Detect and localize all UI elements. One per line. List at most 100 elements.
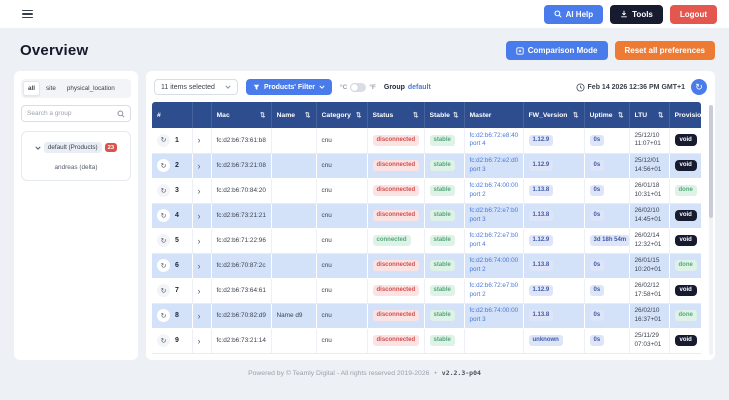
refresh-button[interactable]: ↻	[691, 79, 707, 95]
table-row[interactable]: ↻ 1 › fc:d2:b6:73:61:b8 cnu disconnected stabl…	[152, 128, 701, 154]
chevron-right-icon[interactable]: ›	[197, 260, 201, 271]
table-row[interactable]: ↻ 5 › fc:d2:b6:71:22:96 cnu connected stable fc…	[152, 228, 701, 254]
chevron-down-icon	[319, 85, 325, 89]
column-header-mac[interactable]: Mac ⇅	[211, 102, 272, 128]
scrollbar-thumb[interactable]	[709, 105, 713, 218]
tools-button[interactable]: Tools	[610, 4, 663, 24]
ai-help-label: AI Help	[565, 9, 594, 19]
reset-preferences-button[interactable]: Reset all preferences	[614, 41, 715, 60]
master-link[interactable]: fc:d2:b6:72:e8:40 port 4	[470, 132, 519, 148]
stable-cell: stable	[424, 203, 465, 229]
row-refresh-button[interactable]: ↻	[157, 133, 170, 147]
master-mac: fc:d2:b6:74:00:00	[469, 307, 519, 315]
sort-icon[interactable]: ⇅	[658, 112, 664, 119]
master-port: port 3	[469, 315, 486, 323]
table-row[interactable]: ↻ 9 › fc:d2:b6:73:21:14 cnu disconnected stabl…	[152, 328, 701, 354]
column-header-category[interactable]: Category ⇅	[316, 102, 368, 128]
chevron-right-icon[interactable]: ›	[197, 335, 201, 346]
master-link[interactable]: fc:d2:b6:72:e7:b0 port 2	[470, 282, 519, 298]
stable-cell: stable	[424, 228, 465, 254]
provision-cell: done	[669, 253, 701, 279]
group-selector: Group default	[384, 84, 431, 91]
table-row[interactable]: ↻ 4 › fc:d2:b6:73:21:21 cnu disconnected stabl…	[152, 203, 701, 229]
fw-version-cell: 1.12.9	[523, 278, 585, 304]
column-header-label: Mac	[216, 111, 230, 119]
chevron-right-icon[interactable]: ›	[197, 285, 201, 296]
ai-help-button[interactable]: AI Help	[543, 4, 604, 24]
row-refresh-button[interactable]: ↻	[157, 259, 170, 272]
master-link[interactable]: fc:d2:b6:72:e7:b0 port 4	[470, 232, 519, 248]
row-refresh-button[interactable]: ↻	[157, 234, 170, 247]
table-row[interactable]: ↻ 2 › fc:d2:b6:73:21:08 cnu disconnected stabl…	[152, 153, 701, 179]
search-icon[interactable]	[117, 109, 125, 118]
sort-icon[interactable]: ⇅	[618, 112, 624, 119]
row-refresh-button[interactable]: ↻	[157, 184, 170, 197]
row-refresh-button[interactable]: ↻	[157, 159, 170, 172]
copyright-text: Powered by © Teamly Digital - All rights…	[248, 369, 430, 377]
column-header-ltu[interactable]: LTU ⇅	[629, 102, 670, 128]
group-default-label[interactable]: default (Products)	[43, 142, 102, 153]
comparison-mode-button[interactable]: Comparison Mode	[505, 41, 608, 60]
chevron-right-icon[interactable]: ›	[197, 185, 201, 196]
temperature-switch[interactable]	[350, 82, 367, 92]
chevron-right-icon[interactable]: ›	[197, 235, 201, 246]
master-link[interactable]: fc:d2:b6:74:00:00 port 2	[470, 257, 519, 273]
topbar: AI Help Tools Logout	[0, 0, 729, 28]
column-header-uptime[interactable]: Uptime ⇅	[584, 102, 630, 128]
ltu-date: 26/02/14	[634, 231, 660, 239]
chevron-right-icon[interactable]: ›	[197, 160, 201, 171]
chevron-down-icon[interactable]	[35, 146, 41, 150]
group-tree-item-andreas[interactable]: andreas (delta)	[54, 164, 98, 171]
table-row[interactable]: ↻ 6 › fc:d2:b6:70:87:2c cnu disconnected stabl…	[152, 253, 701, 279]
ltu-cell: 25/12/01 14:56+01	[629, 153, 670, 179]
stable-cell: stable	[424, 253, 465, 279]
sort-icon[interactable]: ⇅	[573, 112, 579, 119]
stable-badge: stable	[429, 335, 455, 346]
clock-icon	[575, 82, 585, 92]
stable-cell: stable	[424, 178, 465, 204]
column-header-label: Provision	[674, 111, 702, 119]
tab-physical-location[interactable]: physical_location	[62, 81, 120, 96]
fw-version-cell: 1.13.8	[523, 303, 585, 329]
sort-icon[interactable]: ⇅	[413, 112, 419, 119]
products-filter-button[interactable]: Products' Filter	[245, 79, 333, 95]
row-refresh-button[interactable]: ↻	[157, 334, 170, 347]
row-refresh-button[interactable]: ↻	[157, 309, 170, 322]
group-search-input[interactable]	[27, 110, 114, 117]
master-link[interactable]: fc:d2:b6:72:e2:d0 port 3	[470, 157, 519, 173]
group-selector-value[interactable]: default	[407, 83, 431, 91]
mac-cell: fc:d2:b6:70:84:20	[211, 178, 272, 204]
chevron-right-icon[interactable]: ›	[197, 310, 201, 321]
tab-all[interactable]: all	[23, 81, 41, 96]
chevron-right-icon[interactable]: ›	[197, 210, 201, 221]
chevron-right-icon[interactable]: ›	[197, 135, 201, 146]
sort-icon[interactable]: ⇅	[260, 112, 266, 119]
column-header-name[interactable]: Name ⇅	[271, 102, 317, 128]
items-selected-dropdown[interactable]: 11 items selected	[154, 79, 238, 95]
column-header-fw-version[interactable]: FW_Version ⇅	[523, 102, 585, 128]
table-row[interactable]: ↻ 8 › fc:d2:b6:70:82:d9 Name d9 cnu disconnect…	[152, 303, 701, 329]
row-refresh-button[interactable]: ↻	[157, 284, 170, 297]
ltu-cell: 26/01/18 10:31+01	[629, 178, 670, 204]
master-link[interactable]: fc:d2:b6:74:00:00 port 2	[470, 182, 519, 198]
master-link[interactable]: fc:d2:b6:74:00:00 port 3	[469, 307, 519, 323]
column-header-status[interactable]: Status ⇅	[367, 102, 425, 128]
stable-cell: stable	[424, 153, 465, 179]
sort-icon[interactable]: ⇅	[305, 112, 311, 119]
column-header-stable[interactable]: Stable ⇅	[424, 102, 465, 128]
master-link[interactable]: fc:d2:b6:72:e7:b0 port 3	[470, 207, 519, 223]
row-refresh-button[interactable]: ↻	[157, 209, 170, 222]
group-tree-item-default[interactable]: default (Products) 23	[25, 142, 127, 153]
tab-site[interactable]: site	[41, 81, 61, 96]
fw-version-cell: 1.13.8	[523, 203, 585, 229]
table-row[interactable]: ↻ 7 › fc:d2:b6:73:64:61 cnu disconnected stabl…	[152, 278, 701, 304]
vertical-scrollbar[interactable]	[709, 105, 713, 355]
status-badge: disconnected	[372, 134, 420, 146]
sort-icon[interactable]: ⇅	[356, 112, 362, 119]
fw-version-badge: 1.12.9	[528, 160, 554, 171]
sort-icon[interactable]: ⇅	[453, 112, 459, 119]
logout-button[interactable]: Logout	[669, 4, 717, 24]
menu-icon[interactable]	[22, 9, 33, 19]
table-row[interactable]: ↻ 3 › fc:d2:b6:70:84:20 cnu disconnected stabl…	[152, 178, 701, 204]
status-cell: disconnected	[367, 253, 425, 279]
